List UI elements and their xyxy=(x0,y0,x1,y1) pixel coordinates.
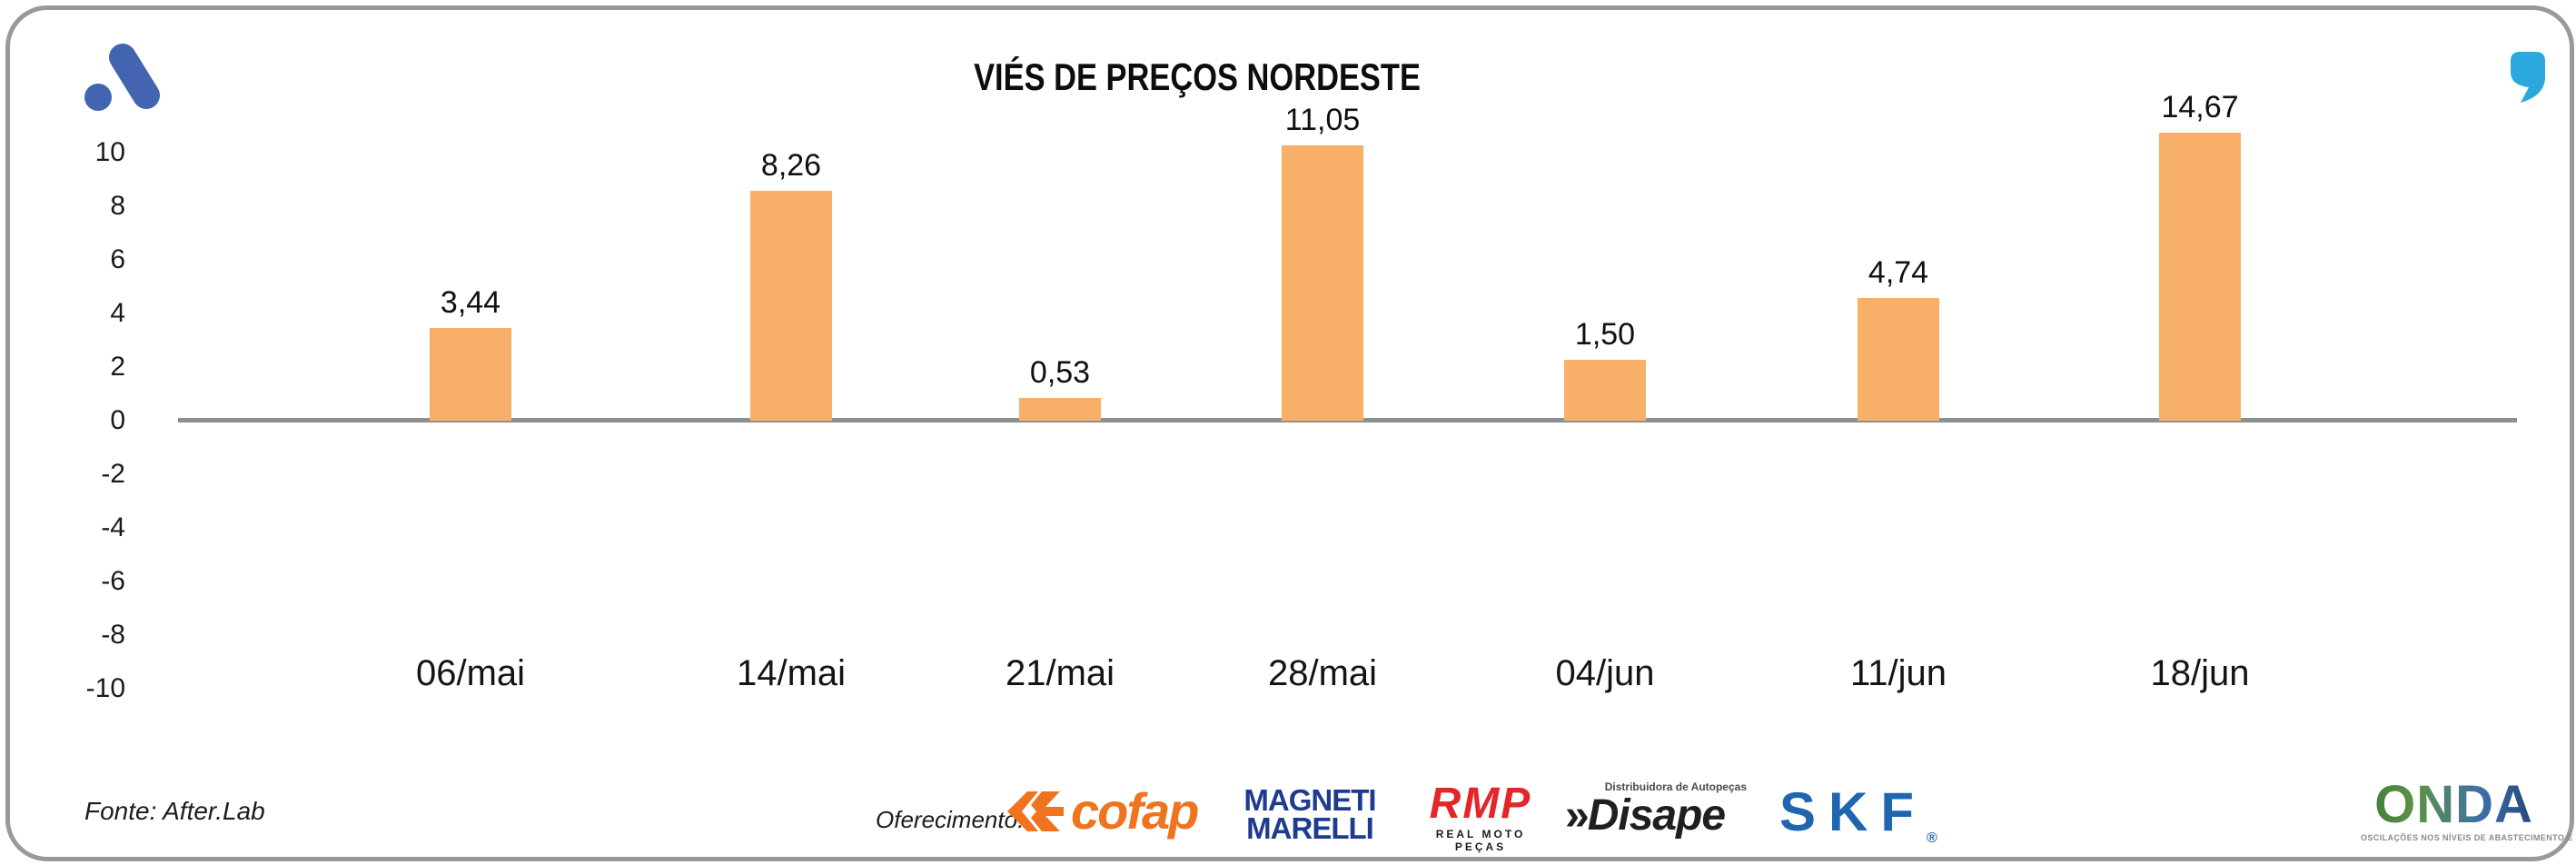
bar-value-label: 4,74 xyxy=(1868,255,1929,290)
x-axis-label: 06/mai xyxy=(415,653,526,693)
rmp-logo: RMP REAL MOTO PEÇAS xyxy=(1416,780,1545,854)
y-axis-tick-label: -2 xyxy=(101,459,125,489)
disape-chevrons-icon: » xyxy=(1565,791,1590,840)
x-axis-label: 21/mai xyxy=(1005,653,1115,693)
chart-bar xyxy=(1282,145,1363,421)
bar-value-label: 0,53 xyxy=(1029,355,1091,390)
cofap-arrow-icon xyxy=(1007,791,1064,831)
chart-bar xyxy=(750,191,832,421)
y-axis-tick-label: 10 xyxy=(94,137,125,167)
chart-title: VIÉS DE PREÇOS NORDESTE xyxy=(974,55,1421,98)
disape-logo: Distribuidora de Autopeças »Disape xyxy=(1565,780,1747,839)
rmp-subtext: REAL MOTO PEÇAS xyxy=(1435,828,1526,853)
y-axis-tick-label: -8 xyxy=(101,620,125,650)
x-axis-label: 18/jun xyxy=(2150,653,2250,693)
onda-wordmark: ONDA xyxy=(2361,779,2547,831)
bar-value-label: 1,50 xyxy=(1574,317,1636,352)
skf-wordmark: SKF® xyxy=(1779,781,1937,847)
y-axis-tick-label: 6 xyxy=(110,244,125,274)
x-axis-label: 14/mai xyxy=(736,653,847,693)
chart-bar xyxy=(430,328,511,421)
y-axis-tick-label: -4 xyxy=(101,512,125,542)
y-axis-tick-label: -6 xyxy=(101,566,125,596)
y-axis-tick-label: 2 xyxy=(110,352,125,382)
magneti-marelli-logo: MAGNETI MARELLI xyxy=(1242,783,1378,845)
after-lab-logo-icon xyxy=(84,44,160,111)
y-axis-tick-label: -10 xyxy=(85,673,125,703)
bar-value-label: 11,05 xyxy=(1284,103,1361,137)
x-axis-label: 28/mai xyxy=(1267,653,1378,693)
quote-icon xyxy=(2511,52,2545,103)
y-axis-tick-label: 8 xyxy=(110,191,125,221)
chart-bar xyxy=(1858,298,1939,421)
disape-caption: Distribuidora de Autopeças xyxy=(1604,780,1747,793)
onda-logo: ONDA OSCILAÇÕES NOS NÍVEIS DE ABASTECIME… xyxy=(2361,779,2576,843)
skf-registered-mark: ® xyxy=(1927,830,1937,846)
magneti-line1: MAGNETI xyxy=(1243,783,1376,817)
skf-logo: SKF® xyxy=(1779,785,1937,865)
chart-bar xyxy=(1564,360,1646,421)
magneti-line2: MARELLI xyxy=(1246,811,1374,845)
y-axis-tick-label: 4 xyxy=(110,298,125,328)
disape-wordmark: »Disape xyxy=(1565,791,1726,840)
x-axis-label: 11/jun xyxy=(1849,653,1947,693)
bar-value-label: 3,44 xyxy=(440,285,501,320)
y-axis-tick-label: 0 xyxy=(110,405,125,435)
sponsor-label: Oferecimento: xyxy=(876,806,1025,833)
cofap-logo: cofap xyxy=(1007,782,1199,840)
source-note: Fonte: After.Lab xyxy=(84,797,265,825)
chart-bar xyxy=(1019,398,1101,421)
infographic-card: VIÉS DE PREÇOS NORDESTE 10 8 6 4 2 0 -2 -4 -6 -8 -… xyxy=(5,5,2576,861)
onda-tagline: OSCILAÇÕES NOS NÍVEIS DE ABASTECIMENTO E… xyxy=(2361,833,2576,842)
chart-bar xyxy=(2159,133,2241,421)
rmp-wordmark: RMP xyxy=(1429,780,1532,828)
bar-value-label: 14,67 xyxy=(2161,90,2239,124)
x-axis-label: 04/jun xyxy=(1555,653,1655,693)
cofap-wordmark: cofap xyxy=(1071,782,1199,840)
bar-value-label: 8,26 xyxy=(760,148,822,183)
